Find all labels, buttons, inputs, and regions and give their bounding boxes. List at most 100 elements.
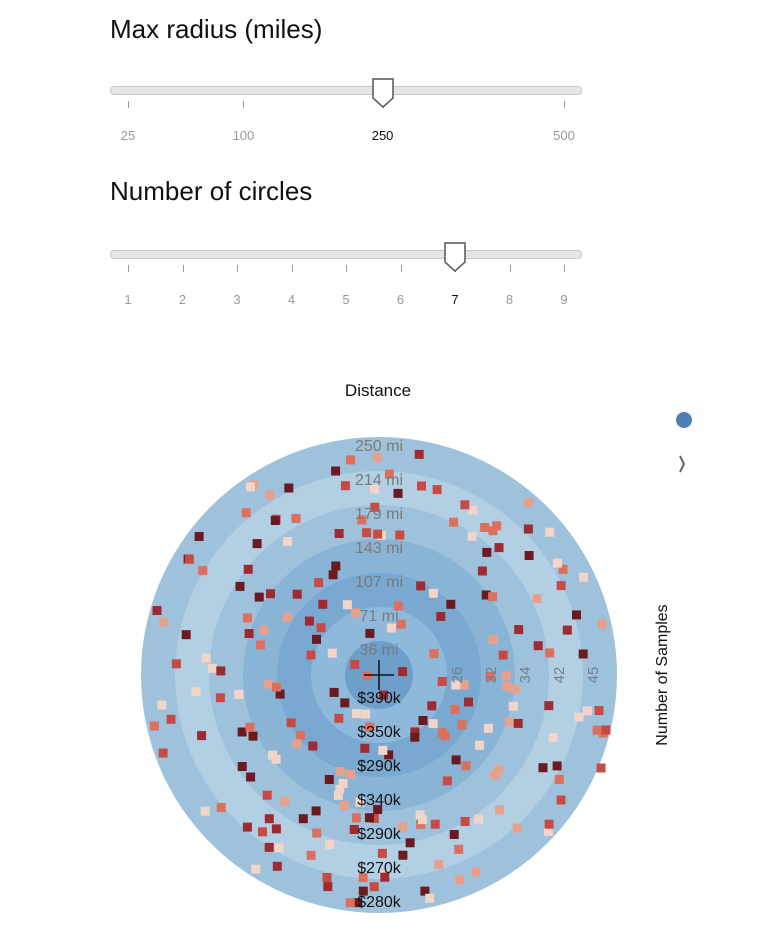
- sample-point: [429, 649, 439, 659]
- sample-point: [251, 864, 261, 874]
- sample-point: [578, 649, 588, 659]
- circles-tick-label: 5: [342, 292, 350, 307]
- circles-tick-label: 1: [124, 292, 132, 307]
- sample-point: [545, 527, 555, 537]
- sample-point: [292, 739, 302, 749]
- sample-point: [378, 745, 388, 755]
- sample-point: [513, 718, 523, 728]
- sample-point: [373, 529, 383, 539]
- radius-tick: [564, 101, 565, 108]
- distance-chart: Distance 250 mi 214 mi 179 mi 143 mi 107 mi 7…: [141, 381, 692, 913]
- circles-title: Number of circles: [110, 176, 313, 206]
- sample-point: [252, 539, 262, 549]
- sample-point: [308, 741, 318, 751]
- sample-point: [454, 875, 464, 885]
- sample-point: [533, 641, 543, 651]
- sample-point: [152, 606, 162, 615]
- sample-point: [543, 826, 553, 836]
- circles-slider[interactable]: 1 2 3 4 5 6 7 8 9: [110, 242, 582, 310]
- radius-handle[interactable]: [371, 78, 394, 109]
- circles-tick-label: 2: [178, 292, 187, 307]
- sample-point: [597, 619, 607, 629]
- sample-point: [498, 650, 508, 660]
- sample-point: [373, 805, 383, 814]
- sample-point: [420, 886, 430, 896]
- price-label: $390k: [357, 690, 402, 707]
- sample-point: [494, 543, 504, 553]
- sample-point: [428, 719, 438, 729]
- sample-point: [488, 634, 498, 644]
- sample-point: [410, 732, 420, 742]
- sample-point: [398, 667, 408, 677]
- circles-tick-label: 8: [505, 292, 514, 307]
- sample-point: [242, 822, 252, 832]
- radius-tick: [128, 101, 129, 108]
- sample-point: [245, 722, 255, 732]
- sample-point: [582, 706, 592, 716]
- sample-point: [369, 813, 379, 823]
- sample-point: [405, 838, 415, 848]
- sample-point: [592, 725, 602, 735]
- sample-point: [351, 709, 361, 719]
- sample-point: [215, 693, 225, 703]
- sample-point: [457, 720, 467, 730]
- radius-track[interactable]: [110, 86, 582, 95]
- legend-arrow-icon: [679, 455, 686, 473]
- ring-label: 36 mi: [359, 642, 398, 659]
- sample-point: [316, 623, 326, 633]
- sample-point: [396, 619, 406, 629]
- sample-point: [410, 727, 420, 737]
- sample-point: [548, 733, 558, 742]
- sample-point: [454, 844, 464, 854]
- sample-point: [248, 731, 258, 741]
- sample-point: [481, 590, 491, 600]
- sample-point: [480, 523, 490, 532]
- circles-tick-label: 4: [287, 292, 296, 307]
- circles-tick: [128, 265, 129, 272]
- sample-count-label: 34: [517, 667, 534, 684]
- circles-track[interactable]: [110, 250, 582, 259]
- sample-point: [357, 515, 367, 525]
- sample-point: [345, 898, 355, 908]
- circles-tick: [291, 265, 293, 272]
- ring-label: 71 mi: [359, 608, 398, 625]
- sample-point: [358, 886, 368, 896]
- circles-tick-label: 9: [560, 292, 568, 307]
- sample-point: [482, 547, 492, 557]
- circles-tick: [182, 265, 184, 272]
- sample-point: [380, 872, 390, 882]
- sample-point: [488, 592, 498, 602]
- sample-point: [340, 481, 350, 491]
- sample-point: [271, 754, 281, 764]
- circles-tick: [346, 265, 347, 272]
- sample-point: [353, 898, 363, 908]
- sample-point: [334, 529, 344, 538]
- sample-point: [325, 840, 335, 850]
- radius-tick: [243, 101, 245, 108]
- sample-point: [322, 873, 332, 882]
- sample-point: [234, 689, 244, 699]
- sample-point: [198, 566, 208, 576]
- sample-point: [442, 776, 452, 786]
- circles-handle[interactable]: [444, 242, 466, 273]
- sample-point: [256, 640, 265, 650]
- sample-point: [495, 805, 504, 815]
- sample-point: [329, 687, 339, 697]
- sample-point: [265, 490, 275, 500]
- sample-point: [502, 681, 512, 691]
- sample-point: [271, 824, 281, 834]
- sample-point: [334, 713, 344, 723]
- circles-tick: [564, 265, 565, 272]
- sample-point: [418, 716, 428, 725]
- sample-point: [340, 800, 349, 810]
- radius-slider[interactable]: 25 100 250 500: [110, 78, 582, 146]
- sample-count-labels: 26 32 34 42 45: [449, 667, 602, 684]
- sample-point: [295, 730, 305, 740]
- sample-point: [361, 709, 371, 719]
- sample-point: [488, 526, 498, 536]
- sample-count-label: 32: [483, 667, 500, 684]
- sample-point: [538, 763, 548, 773]
- sample-point: [216, 803, 226, 812]
- sample-point: [494, 765, 504, 775]
- circles-tick: [400, 265, 402, 272]
